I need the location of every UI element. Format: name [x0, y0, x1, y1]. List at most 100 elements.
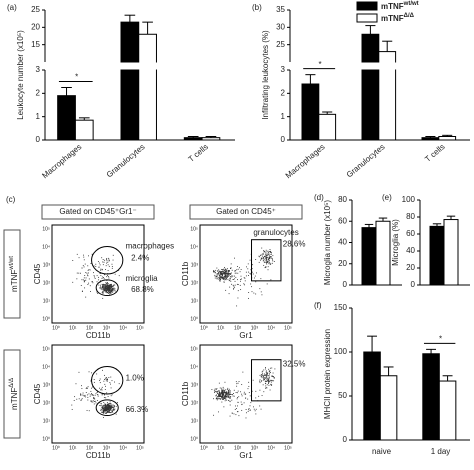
gate [251, 239, 282, 282]
event-dot [223, 277, 225, 279]
event-dot [266, 373, 268, 375]
gate-value: 28.6% [283, 240, 306, 249]
event-dot [235, 408, 237, 409]
event-dot [103, 285, 105, 287]
event-dot [104, 378, 105, 380]
y-tick-label: 10⁵ [42, 226, 50, 232]
y-tick-label: 60 [338, 216, 347, 225]
event-dot [111, 285, 113, 287]
event-dot [103, 283, 105, 285]
y-tick-label: 2 [36, 88, 41, 97]
event-dot [252, 273, 254, 275]
event-dot [217, 390, 219, 392]
event-dot [104, 287, 106, 289]
event-dot [250, 409, 251, 411]
event-dot [112, 254, 114, 256]
y-tick-label: 10² [191, 400, 199, 406]
event-dot [84, 263, 86, 265]
event-dot [217, 393, 219, 395]
event-dot [107, 411, 109, 413]
event-dot [229, 276, 231, 278]
event-dot [83, 395, 85, 397]
event-dot [224, 276, 226, 278]
event-dot [237, 268, 239, 270]
event-dot [107, 407, 108, 409]
event-dot [270, 372, 271, 374]
y-tick-label: 35 [276, 5, 285, 14]
event-dot [222, 391, 224, 393]
y-tick-label: 10¹ [43, 298, 51, 304]
x-tick-label: 10⁵ [284, 445, 292, 451]
y-tick-label: 10³ [191, 382, 199, 388]
axis-break [120, 62, 140, 70]
event-dot [80, 399, 82, 401]
event-dot [105, 289, 107, 291]
event-dot [268, 377, 270, 379]
event-dot [85, 277, 87, 279]
event-dot [212, 271, 214, 273]
event-dot [259, 288, 261, 290]
event-dot [221, 274, 223, 275]
event-dot [216, 391, 218, 393]
event-dot [263, 251, 265, 253]
event-dot [270, 264, 272, 266]
event-dot [87, 275, 89, 277]
x-tick-label: 10¹ [69, 445, 77, 451]
event-dot [243, 277, 245, 279]
event-dot [254, 410, 256, 412]
event-dot [230, 397, 231, 399]
event-dot [107, 275, 108, 276]
event-dot [263, 250, 265, 252]
event-dot [100, 389, 102, 391]
event-dot [102, 285, 103, 287]
y-tick-label: 10² [43, 280, 51, 286]
event-dot [214, 270, 216, 272]
event-dot [265, 259, 267, 261]
event-dot [211, 389, 213, 391]
y-tick-label: 30 [276, 22, 285, 31]
bar [361, 33, 380, 141]
y-tick-label: 10³ [191, 262, 199, 268]
event-dot [268, 370, 270, 372]
event-dot [112, 411, 114, 413]
event-dot [100, 410, 102, 411]
event-dot [105, 265, 107, 267]
event-dot [103, 394, 105, 396]
event-dot [267, 375, 269, 377]
header-box [41, 204, 155, 220]
axis-break [137, 62, 158, 70]
event-dot [114, 289, 116, 291]
event-dot [105, 287, 106, 289]
event-dot [218, 382, 220, 384]
event-dot [253, 408, 255, 410]
event-dot [102, 285, 104, 287]
event-dot [118, 275, 120, 277]
event-dot [82, 265, 84, 267]
event-dot [107, 286, 109, 288]
event-dot [227, 275, 229, 277]
event-dot [104, 285, 106, 287]
event-dot [269, 372, 271, 374]
event-dot [111, 263, 113, 265]
event-dot [222, 397, 224, 399]
event-dot [266, 259, 268, 261]
event-dot [110, 409, 112, 411]
event-dot [269, 370, 271, 372]
event-dot [223, 388, 225, 390]
x-tick-label: T cells [423, 142, 446, 164]
event-dot [222, 395, 223, 397]
event-dot [223, 273, 225, 274]
event-dot [110, 407, 112, 409]
event-dot [271, 379, 273, 381]
event-dot [222, 272, 224, 274]
event-dot [104, 389, 106, 390]
event-dot [261, 371, 263, 373]
event-dot [229, 278, 231, 280]
event-dot [222, 269, 223, 271]
plot-frame [199, 224, 293, 324]
event-dot [253, 292, 255, 294]
y-tick-label: 10⁰ [190, 436, 198, 442]
event-dot [101, 406, 103, 408]
event-dot [106, 280, 108, 282]
x-tick-label: 10⁵ [136, 325, 144, 331]
